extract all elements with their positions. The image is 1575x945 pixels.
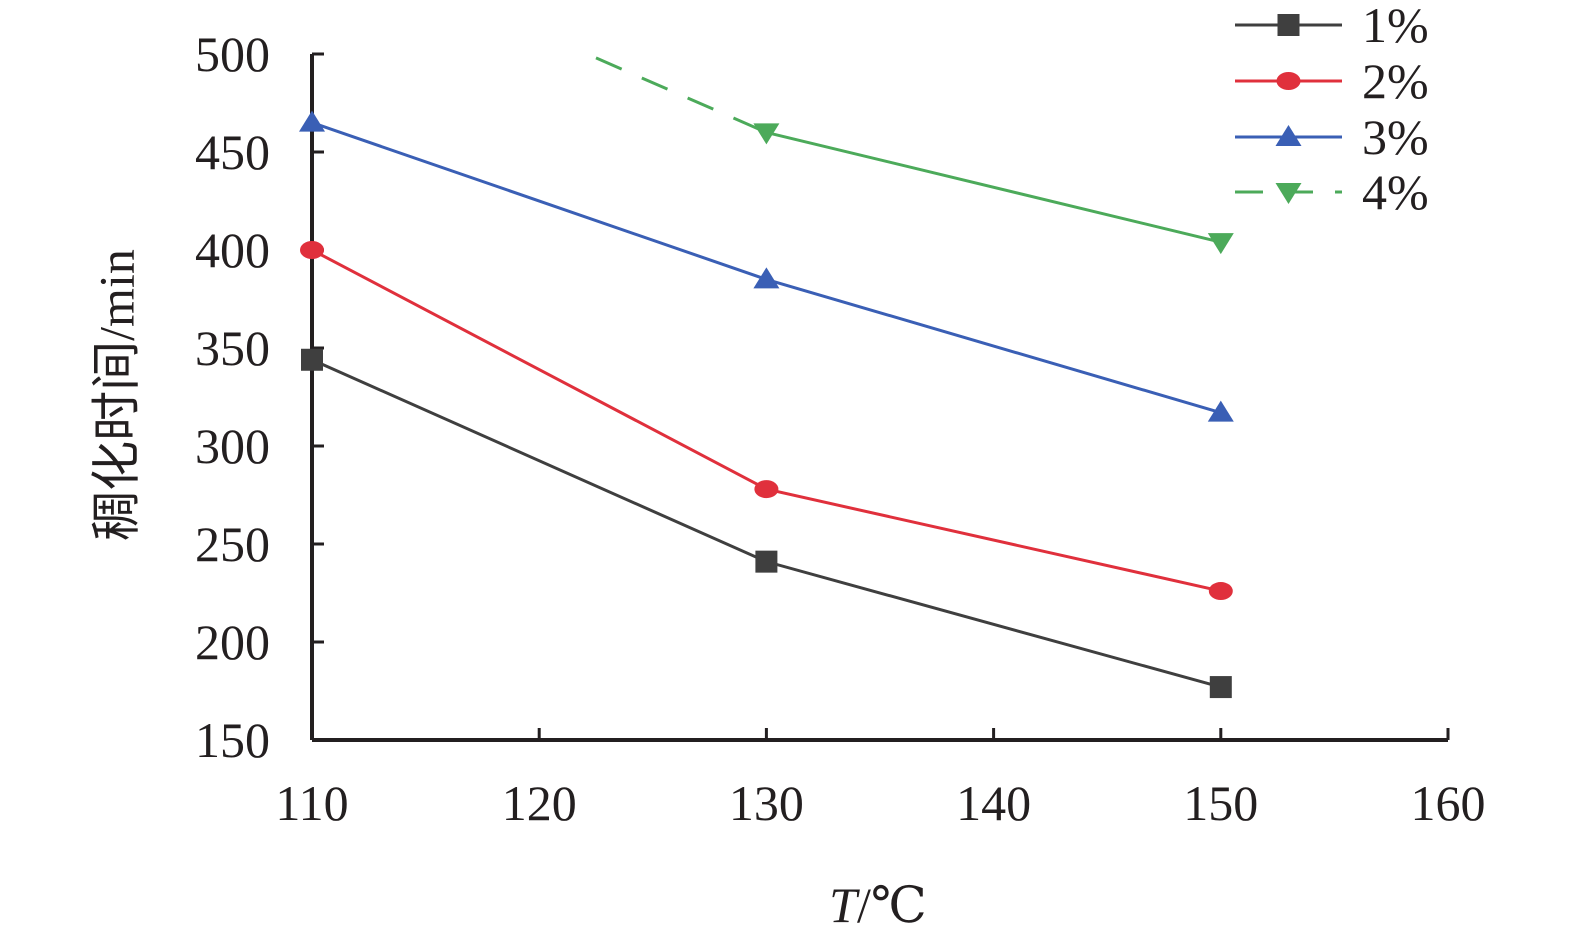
axes: 150 200 250 300 350 400 450 500 110 120 130 140 150 1… xyxy=(195,26,1486,831)
x-tick-label: 150 xyxy=(1183,775,1258,831)
series-1 xyxy=(301,348,1232,699)
data-point xyxy=(1209,676,1232,699)
legend-item: 2% xyxy=(1235,53,1429,109)
series-layer xyxy=(299,56,1234,699)
data-point xyxy=(754,480,779,499)
data-point xyxy=(753,123,780,145)
series-2 xyxy=(300,241,1233,601)
y-tick-label: 450 xyxy=(195,124,270,180)
legend-marker xyxy=(1275,125,1302,146)
data-point xyxy=(300,241,324,259)
legend-item: 4% xyxy=(1235,164,1429,220)
y-tick-label: 500 xyxy=(195,26,270,82)
y-tick-label: 150 xyxy=(195,712,270,768)
data-point xyxy=(1208,582,1233,601)
legend-marker xyxy=(1277,14,1300,36)
x-axis-title: T/℃ xyxy=(829,877,927,933)
y-tick-label: 200 xyxy=(195,614,270,670)
legend-marker xyxy=(1276,72,1301,90)
data-point xyxy=(301,348,323,371)
legend-marker xyxy=(1275,183,1302,204)
y-tick-label: 250 xyxy=(195,516,270,572)
series-3 xyxy=(299,110,1234,422)
x-axis-title-italic: T xyxy=(829,877,860,933)
legend-label: 4% xyxy=(1362,164,1429,220)
data-point xyxy=(1207,233,1234,255)
series-4-dashed-extension xyxy=(595,56,768,134)
y-tick-label: 350 xyxy=(195,320,270,376)
series-4 xyxy=(753,123,1234,255)
data-point xyxy=(1207,400,1234,422)
series-line xyxy=(311,358,1222,689)
data-point xyxy=(299,110,325,132)
x-tick-label: 160 xyxy=(1411,775,1486,831)
data-point xyxy=(753,267,780,289)
x-tick-label: 130 xyxy=(729,775,804,831)
legend-label: 3% xyxy=(1362,109,1429,165)
data-point xyxy=(755,550,778,573)
y-tick-label: 400 xyxy=(195,222,270,278)
x-tick-label: 120 xyxy=(502,775,577,831)
legend-item: 3% xyxy=(1235,109,1429,165)
x-tick-label: 110 xyxy=(275,775,348,831)
y-tick-label: 300 xyxy=(195,418,270,474)
y-axis-title: 稠化时间/min xyxy=(88,249,144,541)
x-axis-title-unit: /℃ xyxy=(857,877,927,933)
legend-item: 1% xyxy=(1235,0,1429,53)
series-line xyxy=(766,130,1222,244)
legend-label: 2% xyxy=(1362,53,1429,109)
x-tick-label: 140 xyxy=(956,775,1031,831)
legend-label: 1% xyxy=(1362,0,1429,53)
legend: 1%2%3%4% xyxy=(1235,0,1429,220)
